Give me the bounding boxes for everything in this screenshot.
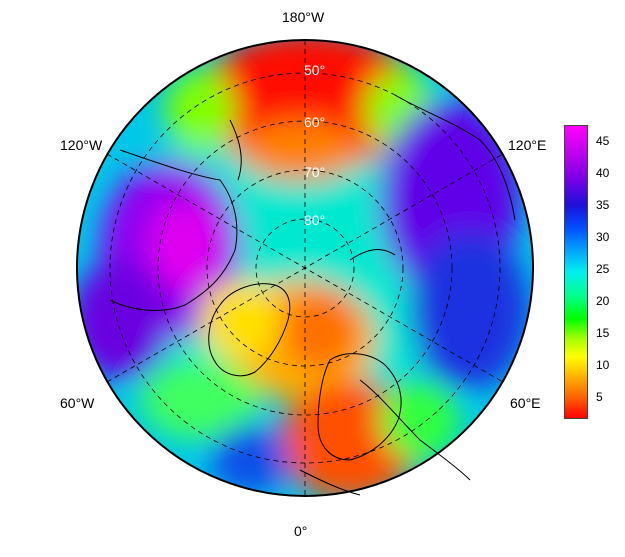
colorbar-tick: 35 [596,198,610,212]
lat-label-50: 50° [304,62,326,78]
lon-label-120e: 120°E [508,137,547,153]
map-boundary [76,39,534,497]
colorbar-tick: 5 [596,390,603,404]
colorbar-tick: 45 [596,134,610,148]
lon-label-180w: 180°W [282,9,325,25]
graticule [106,40,504,496]
colorbar-tick: 15 [596,326,610,340]
coastlines [109,94,516,496]
colorbar-tick: 25 [596,262,610,276]
colorbar [564,125,588,419]
colorbar-tick: 20 [596,294,610,308]
lat-label-60: 60° [304,114,326,130]
colorbar-tick: 40 [596,166,610,180]
lat-label-80: 80° [304,212,326,228]
lon-label-60e: 60°E [510,395,541,411]
lon-label-60w: 60°W [60,395,95,411]
lat-label-70: 70° [304,164,326,180]
lon-label-120w: 120°W [60,137,103,153]
colorbar-tick: 30 [596,230,610,244]
colorbar-tick: 10 [596,358,610,372]
lon-label-0: 0° [294,523,308,539]
